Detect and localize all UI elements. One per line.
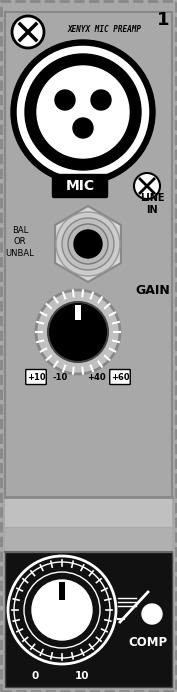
FancyBboxPatch shape [26,370,46,385]
Circle shape [62,218,114,270]
Circle shape [12,16,44,48]
Circle shape [48,302,108,362]
Bar [5,552,172,687]
Text: -10: -10 [52,372,68,381]
Text: COMP: COMP [129,635,168,648]
Circle shape [91,90,111,110]
Text: 1: 1 [157,11,169,29]
Bar [5,12,172,497]
Circle shape [68,224,108,264]
Text: BAL
OR
UNBAL: BAL OR UNBAL [6,226,34,258]
Circle shape [25,54,141,170]
Text: +60: +60 [111,372,129,381]
Bar [75,305,81,320]
Circle shape [134,173,160,199]
Circle shape [56,212,120,276]
Circle shape [73,118,93,138]
Circle shape [36,290,120,374]
Text: XENYX MIC PREAMP: XENYX MIC PREAMP [68,24,142,33]
Circle shape [16,45,150,179]
Text: GAIN: GAIN [136,284,170,296]
Text: LINE
IN: LINE IN [140,193,164,215]
Circle shape [55,90,75,110]
Circle shape [32,580,92,640]
Text: 10: 10 [75,671,89,681]
FancyBboxPatch shape [110,370,130,385]
Text: 0: 0 [31,671,39,681]
Circle shape [11,40,155,184]
Text: +40: +40 [87,372,105,381]
Circle shape [37,66,129,158]
Circle shape [74,230,102,258]
Bar [59,582,65,600]
Bar [5,527,172,552]
Text: +10: +10 [27,372,45,381]
Bar [5,497,172,527]
Text: MIC: MIC [65,179,95,193]
FancyBboxPatch shape [53,174,107,197]
Circle shape [142,604,162,624]
